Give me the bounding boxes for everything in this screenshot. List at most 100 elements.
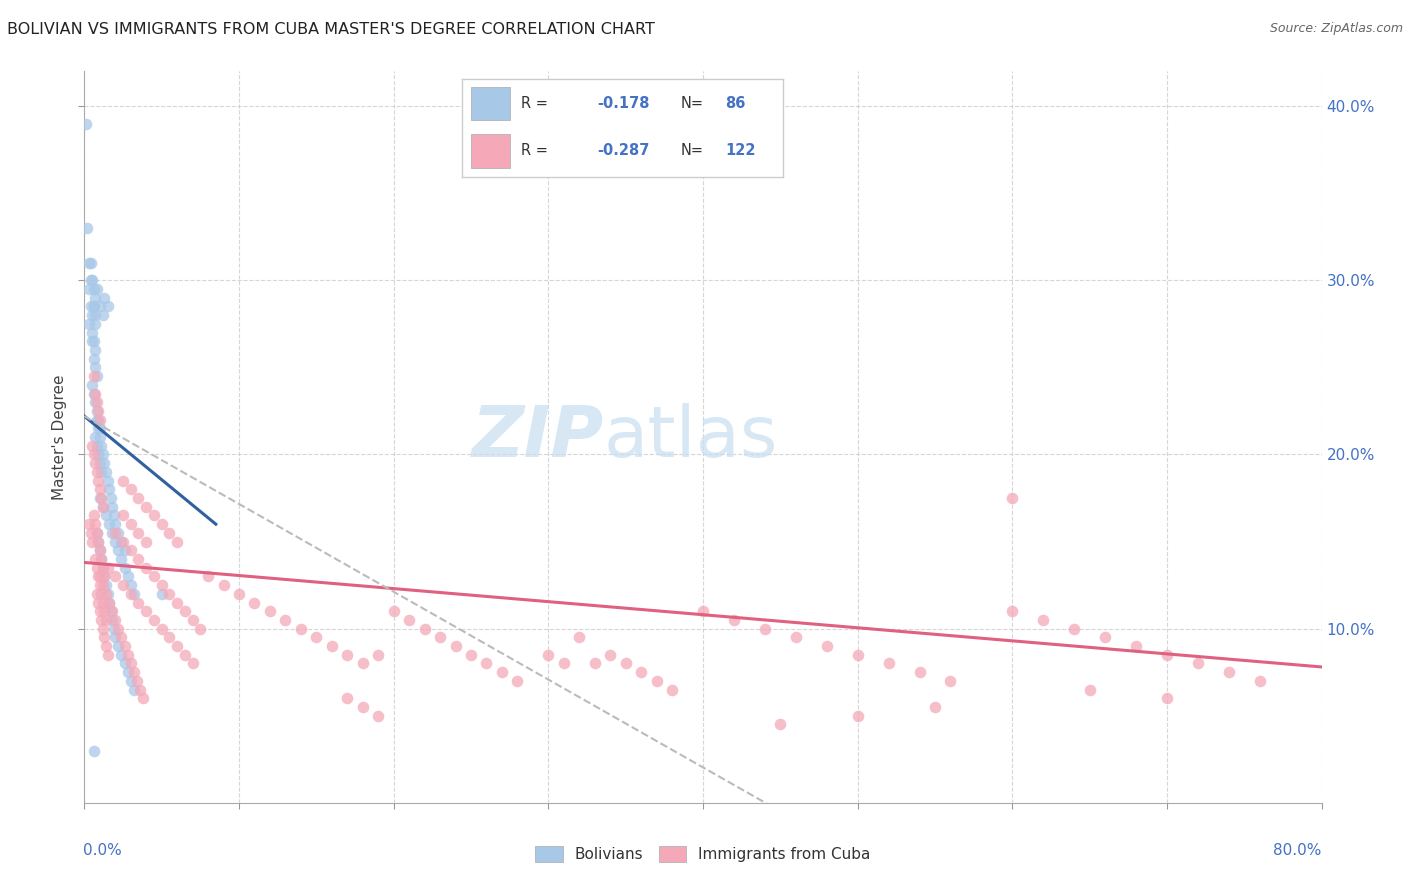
Point [84, 456, 107, 470]
Point [86, 465, 108, 479]
Point [181, 613, 204, 627]
Point [82, 377, 104, 392]
Point [91, 560, 114, 574]
Point [91, 560, 114, 574]
Point [83, 282, 105, 296]
Point [77, 517, 100, 532]
Point [98, 595, 121, 609]
Point [93, 604, 115, 618]
Point [1249, 673, 1271, 688]
Point [159, 525, 181, 540]
Point [79, 256, 101, 270]
Point [86, 525, 108, 540]
Point [91, 578, 114, 592]
Point [321, 639, 343, 653]
Point [537, 648, 560, 662]
Point [382, 604, 405, 618]
Point [84, 360, 107, 375]
Point [84, 395, 107, 409]
Point [93, 631, 115, 645]
Point [93, 569, 115, 583]
Point [475, 657, 498, 671]
Point [110, 552, 132, 566]
Point [107, 639, 129, 653]
Point [91, 308, 114, 322]
Point [83, 334, 105, 349]
Point [97, 474, 120, 488]
Point [1094, 631, 1116, 645]
Point [460, 648, 482, 662]
Point [89, 491, 111, 505]
Point [1001, 491, 1024, 505]
Point [122, 682, 145, 697]
Point [166, 595, 188, 609]
Point [94, 587, 117, 601]
Point [128, 595, 150, 609]
Point [877, 657, 900, 671]
Point [100, 604, 122, 618]
Point [91, 622, 114, 636]
Point [120, 587, 142, 601]
Point [79, 525, 101, 540]
Point [84, 291, 107, 305]
Point [305, 631, 328, 645]
Point [939, 673, 962, 688]
Point [104, 613, 127, 627]
Point [89, 412, 111, 426]
Point [553, 657, 575, 671]
Point [79, 300, 101, 314]
Point [785, 631, 807, 645]
Point [243, 595, 266, 609]
Point [90, 613, 112, 627]
Point [86, 587, 108, 601]
Point [174, 648, 197, 662]
Point [150, 517, 173, 532]
Point [90, 587, 112, 601]
Point [159, 631, 181, 645]
Point [367, 708, 389, 723]
Point [104, 631, 127, 645]
Point [83, 743, 105, 757]
Point [568, 631, 591, 645]
Point [150, 622, 173, 636]
Point [84, 386, 107, 401]
Point [83, 386, 105, 401]
Point [82, 308, 104, 322]
Point [87, 404, 110, 418]
Point [352, 700, 374, 714]
Point [89, 456, 111, 470]
Point [84, 430, 107, 444]
Point [90, 465, 112, 479]
Point [86, 395, 108, 409]
Text: atlas: atlas [605, 402, 779, 472]
Point [98, 483, 121, 497]
Point [84, 317, 107, 331]
Point [89, 300, 111, 314]
Point [89, 543, 111, 558]
Point [117, 569, 139, 583]
Point [84, 308, 107, 322]
Point [104, 569, 127, 583]
Point [82, 334, 104, 349]
Point [110, 534, 132, 549]
Point [125, 673, 148, 688]
Point [1125, 639, 1147, 653]
Point [129, 682, 152, 697]
Point [90, 552, 112, 566]
Point [87, 569, 110, 583]
Point [107, 525, 129, 540]
Point [100, 491, 122, 505]
Point [101, 525, 124, 540]
Point [120, 517, 142, 532]
Point [398, 613, 420, 627]
Point [86, 282, 108, 296]
Point [120, 483, 142, 497]
Point [82, 534, 104, 549]
Point [87, 412, 110, 426]
Point [769, 717, 792, 731]
Point [89, 604, 111, 618]
Point [143, 613, 166, 627]
Point [367, 648, 389, 662]
Point [166, 534, 188, 549]
Point [352, 657, 374, 671]
